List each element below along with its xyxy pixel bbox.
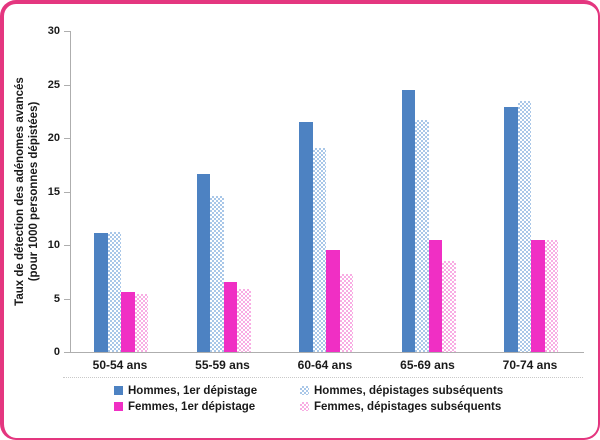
x-tick-label: 60-64 ans xyxy=(297,358,353,372)
y-tick-label: 10 xyxy=(47,239,60,251)
bar xyxy=(442,261,456,352)
bar xyxy=(326,250,340,352)
x-tick-label: 55-59 ans xyxy=(195,358,250,372)
legend-item: Femmes, dépistages subséquents xyxy=(300,400,501,413)
x-tick-label: 65-69 ans xyxy=(400,358,455,372)
bar xyxy=(415,119,429,352)
y-tick-label: 0 xyxy=(53,346,60,358)
legend-separator-line xyxy=(63,377,583,378)
bar xyxy=(134,294,148,352)
bar xyxy=(210,195,224,352)
legend-swatch-icon xyxy=(114,402,123,411)
bar xyxy=(312,147,326,352)
bar xyxy=(299,121,313,352)
legend-label: Femmes, dépistages subséquents xyxy=(314,400,502,413)
bar xyxy=(428,239,442,352)
bar xyxy=(196,174,210,352)
y-tick-mark xyxy=(64,138,70,139)
x-tick-label: 50-54 ans xyxy=(92,358,148,372)
bar xyxy=(121,292,135,352)
bar xyxy=(339,273,353,352)
bar xyxy=(504,106,518,352)
y-tick-label: 20 xyxy=(47,132,60,144)
bar xyxy=(94,233,108,352)
y-tick-label: 5 xyxy=(53,292,60,305)
legend-item: Femmes, 1er dépistage xyxy=(114,400,255,413)
x-tick-label: 70-74 ans xyxy=(502,358,558,372)
y-tick-mark xyxy=(64,245,70,246)
legend-label: Hommes, 1er dépistage xyxy=(128,384,258,397)
legend-item: Hommes, dépistages subséquents xyxy=(300,384,503,397)
bar xyxy=(223,282,237,352)
y-tick-mark xyxy=(64,298,70,300)
legend-label: Hommes, dépistages subséquents xyxy=(314,384,504,397)
y-tick-label: 30 xyxy=(47,25,60,37)
bar xyxy=(107,232,121,352)
y-tick-mark xyxy=(64,84,70,86)
legend-swatch-icon xyxy=(300,402,309,411)
y-tick-mark xyxy=(64,352,70,353)
bar xyxy=(401,89,415,352)
bar xyxy=(531,239,545,352)
bar xyxy=(544,239,558,352)
bar xyxy=(237,288,251,352)
plot-area xyxy=(70,31,584,353)
legend-label: Femmes, 1er dépistage xyxy=(128,400,256,413)
y-tick-label: 15 xyxy=(47,185,60,198)
y-axis-title-line1: Taux de détection des adénomes avancés xyxy=(14,77,26,306)
y-tick-mark xyxy=(64,191,70,193)
legend-swatch-icon xyxy=(114,386,123,395)
bar xyxy=(517,100,531,352)
y-tick-label: 25 xyxy=(47,78,60,91)
legend-item: Hommes, 1er dépistage xyxy=(114,384,257,397)
y-tick-mark xyxy=(64,31,70,32)
legend-swatch-icon xyxy=(300,386,309,395)
